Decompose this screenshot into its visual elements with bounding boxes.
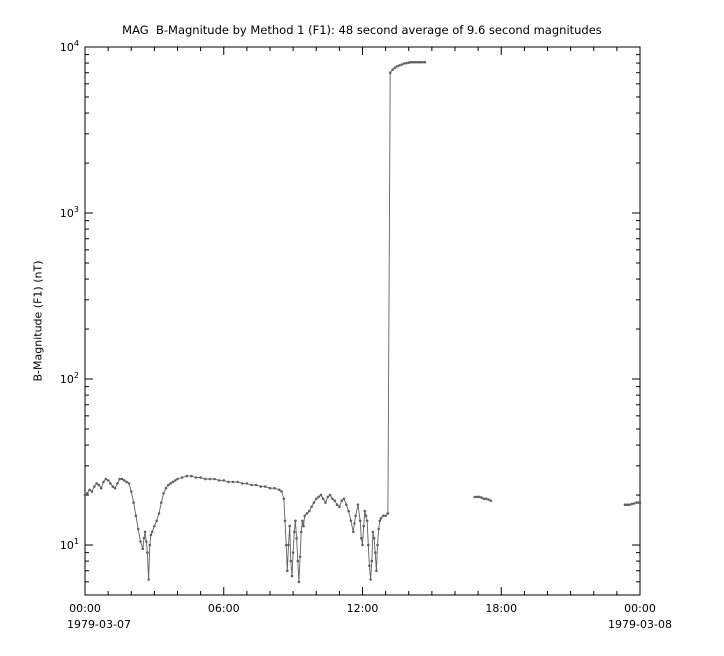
- svg-text:18:00: 18:00: [485, 602, 517, 615]
- svg-text:00:00: 00:00: [69, 602, 101, 615]
- svg-text:102: 102: [60, 371, 79, 386]
- svg-text:101: 101: [60, 537, 79, 552]
- date-label-start: 1979-03-07: [67, 618, 131, 631]
- svg-text:104: 104: [60, 39, 79, 54]
- chart-title: MAG B-Magnitude by Method 1 (F1): 48 sec…: [122, 23, 602, 37]
- date-label-end: 1979-03-08: [608, 618, 672, 631]
- svg-text:103: 103: [60, 205, 79, 220]
- svg-text:00:00: 00:00: [624, 602, 656, 615]
- svg-text:12:00: 12:00: [347, 602, 379, 615]
- svg-text:06:00: 06:00: [208, 602, 240, 615]
